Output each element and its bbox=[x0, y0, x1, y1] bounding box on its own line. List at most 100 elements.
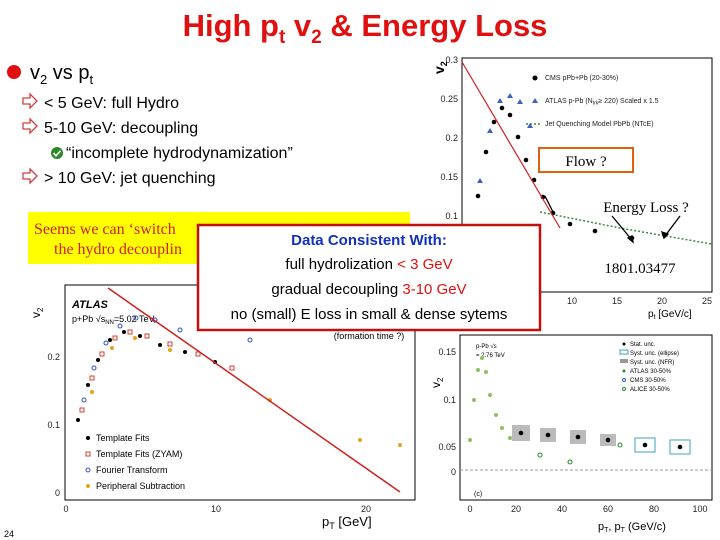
experiment: ATLAS bbox=[71, 299, 109, 311]
x-tick: 60 bbox=[603, 504, 613, 514]
y-tick: 0.3 bbox=[445, 55, 458, 65]
highlight: < 3 GeV bbox=[397, 256, 452, 273]
label-sub: t bbox=[654, 314, 656, 321]
panel-label: (c) bbox=[474, 491, 482, 498]
bullet-sub: 2 bbox=[40, 72, 47, 87]
legend-entry: Template Fits (ZYAM) bbox=[96, 449, 182, 459]
bullet-part: v bbox=[30, 62, 40, 84]
label-part: [GeV/c] bbox=[656, 309, 692, 320]
note-line: the hydro decouplin bbox=[54, 241, 182, 258]
label-sub: 2 bbox=[439, 61, 449, 66]
label-sub: 2 bbox=[436, 377, 445, 382]
legend-entry: ATLAS p-Pb (Ntrk≥ 220) Scaled x 1.5 bbox=[545, 98, 659, 107]
label-part: p bbox=[322, 514, 329, 529]
legend: Template Fits Template Fits (ZYAM) Fouri… bbox=[85, 433, 185, 491]
legend-entry: ATLAS 30-50% bbox=[630, 369, 672, 375]
label-arrows bbox=[544, 195, 681, 244]
flow-box bbox=[538, 147, 634, 173]
y-tick: 0.1 bbox=[47, 420, 60, 430]
model-curve bbox=[539, 211, 713, 245]
red-box-line: no (small) E loss in small & dense sytem… bbox=[231, 306, 508, 323]
legend-entry: CMS pPb+Pb (20-30%) bbox=[545, 75, 618, 82]
info: p-Pb √s bbox=[476, 343, 497, 350]
bullet-dot bbox=[7, 65, 21, 79]
x-tick: 25 bbox=[702, 296, 712, 306]
label-part: p bbox=[648, 309, 654, 320]
y-label: v2 bbox=[431, 61, 449, 74]
x-tick: 20 bbox=[511, 504, 521, 514]
title: High pt v2 & Energy Loss bbox=[183, 8, 548, 48]
label-part: v bbox=[29, 312, 43, 318]
x-tick: 80 bbox=[649, 504, 659, 514]
plot-bottom-right: v2 0.15 0.1 0.05 0 0 20 40 60 80 100 pT,… bbox=[429, 334, 713, 534]
y-tick: 0.1 bbox=[443, 395, 456, 405]
subbullet: 5-10 GeV: decoupling bbox=[44, 120, 198, 137]
note-line: Seems we can ‘switch bbox=[34, 221, 176, 238]
y-tick: 0.05 bbox=[438, 442, 456, 452]
x-tick: 0 bbox=[63, 504, 68, 514]
x-label: pT [GeV] bbox=[322, 514, 372, 531]
text-part: gradual decoupling bbox=[271, 281, 402, 298]
x-tick: 15 bbox=[612, 296, 622, 306]
plot-frame bbox=[459, 334, 713, 501]
title-part: & Energy Loss bbox=[322, 8, 548, 43]
red-box-note: (formation time ?) bbox=[334, 331, 405, 341]
y-tick: 0 bbox=[55, 488, 60, 498]
x-label: pT, pT (GeV/c) bbox=[598, 521, 666, 534]
label-part: =5.02 TeV, bbox=[114, 314, 156, 324]
red-box-line: full hydrolization < 3 GeV bbox=[285, 256, 452, 273]
label-part: p bbox=[598, 521, 604, 533]
red-box-line: gradual decoupling 3-10 GeV bbox=[271, 281, 466, 298]
legend-entry: Syst. unc. (ellipse) bbox=[630, 351, 679, 357]
legend-entry: Fourier Transform bbox=[96, 465, 168, 475]
legend-entry: Jet Quenching Model PbPb (NTcE) bbox=[545, 121, 654, 128]
title-part: High p bbox=[183, 8, 279, 43]
system: p+Pb √sNN=5.02 TeV, bbox=[72, 314, 156, 326]
y-tick: 0.1 bbox=[445, 211, 458, 221]
legend-entry: Stat. unc. bbox=[630, 342, 656, 348]
label-sub: T bbox=[621, 527, 626, 534]
text-part: full hydrolization bbox=[285, 256, 397, 273]
subbullet: > 10 GeV: jet quenching bbox=[44, 170, 216, 187]
title-sub: t bbox=[279, 27, 286, 48]
legend-entry: CMS 30-50% bbox=[630, 378, 666, 384]
bullet-sub: t bbox=[89, 72, 93, 87]
y-tick: 0.2 bbox=[445, 133, 458, 143]
legend-entry: Peripheral Subtraction bbox=[96, 481, 185, 491]
legend-entry: ALICE 30-50% bbox=[630, 387, 670, 393]
check-item: “incomplete hydrodynamization” bbox=[66, 145, 293, 162]
info: = 2.76 TeV bbox=[476, 353, 505, 359]
label-part: [GeV] bbox=[335, 514, 372, 529]
y-label: v2 bbox=[29, 307, 45, 318]
guide-line bbox=[107, 287, 401, 493]
label-sub: T bbox=[329, 521, 335, 531]
page-number: 24 bbox=[4, 529, 14, 539]
label-sub: NN bbox=[105, 320, 114, 326]
x-tick: 10 bbox=[211, 504, 221, 514]
label-part: v bbox=[431, 66, 447, 74]
legend: Stat. unc. Syst. unc. (ellipse) Syst. un… bbox=[619, 342, 679, 393]
y-label: v2 bbox=[429, 377, 445, 388]
label-part: (GeV/c) bbox=[625, 521, 666, 533]
x-tick: 40 bbox=[557, 504, 567, 514]
x-tick: 20 bbox=[657, 296, 667, 306]
legend-entry: Template Fits bbox=[96, 433, 150, 443]
plot-top-right: v2 0.3 0.25 0.2 0.15 0.1 10 15 20 25 pt … bbox=[431, 55, 713, 321]
energy-loss-label: Energy Loss ? bbox=[603, 200, 689, 216]
label-sub: T bbox=[604, 527, 609, 534]
plot-frame bbox=[461, 57, 713, 293]
x-label: pt [GeV/c] bbox=[648, 309, 692, 321]
y-tick: 0.15 bbox=[438, 347, 456, 357]
x-tick: 100 bbox=[692, 504, 707, 514]
red-box-heading: Data Consistent With: bbox=[291, 232, 447, 249]
data-points bbox=[468, 356, 691, 465]
red-box bbox=[196, 223, 542, 332]
highlight: 3-10 GeV bbox=[402, 281, 466, 298]
label-part: v bbox=[429, 382, 443, 388]
legend-part: ≥ 220) Scaled x 1.5 bbox=[598, 98, 658, 105]
plot-bottom-left: v2 0.2 0.1 0 0 10 20 pT [GeV] ATLAS p+Pb… bbox=[29, 284, 416, 531]
label-sub: 2 bbox=[36, 307, 45, 312]
label-part: , p bbox=[608, 521, 620, 533]
title-sub: 2 bbox=[311, 27, 322, 48]
